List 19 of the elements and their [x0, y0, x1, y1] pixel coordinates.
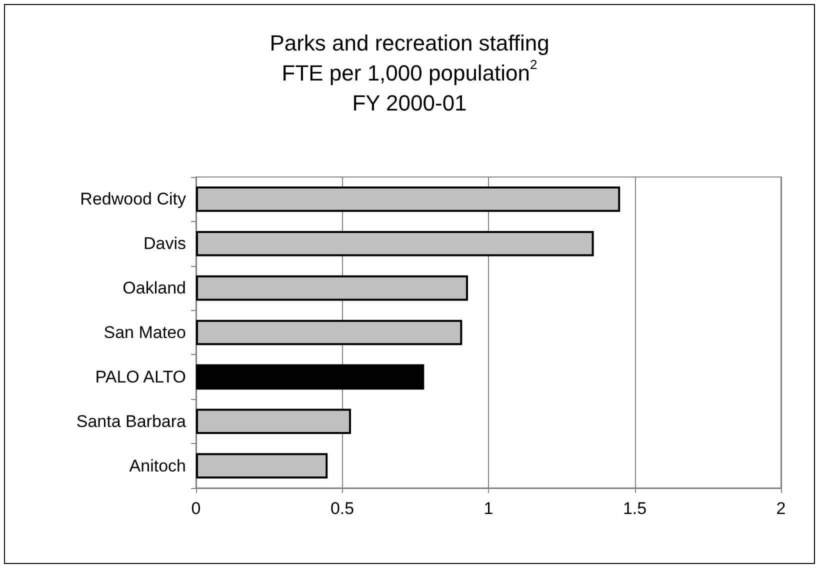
bar — [196, 320, 462, 346]
y-tick-label: PALO ALTO — [95, 367, 186, 386]
y-tick-label: Oakland — [122, 278, 186, 298]
x-tick-label: 0.5 — [330, 499, 354, 518]
bar — [196, 453, 328, 478]
y-tick-label: Anitoch — [129, 456, 186, 476]
bar — [196, 275, 468, 301]
bar — [196, 186, 620, 212]
y-tick-label: Davis — [143, 234, 186, 254]
bar — [196, 408, 352, 434]
x-tick-label: 0 — [191, 499, 201, 518]
x-tick-label: 2 — [776, 499, 786, 518]
y-tick-label: San Mateo — [104, 323, 186, 342]
x-tick-label: 1 — [484, 499, 494, 518]
y-tick-label: Redwood City — [80, 190, 186, 209]
y-tick-label: Santa Barbara — [76, 412, 187, 431]
bar — [196, 364, 424, 390]
bar — [196, 230, 594, 256]
x-tick-label: 1.5 — [622, 499, 647, 518]
